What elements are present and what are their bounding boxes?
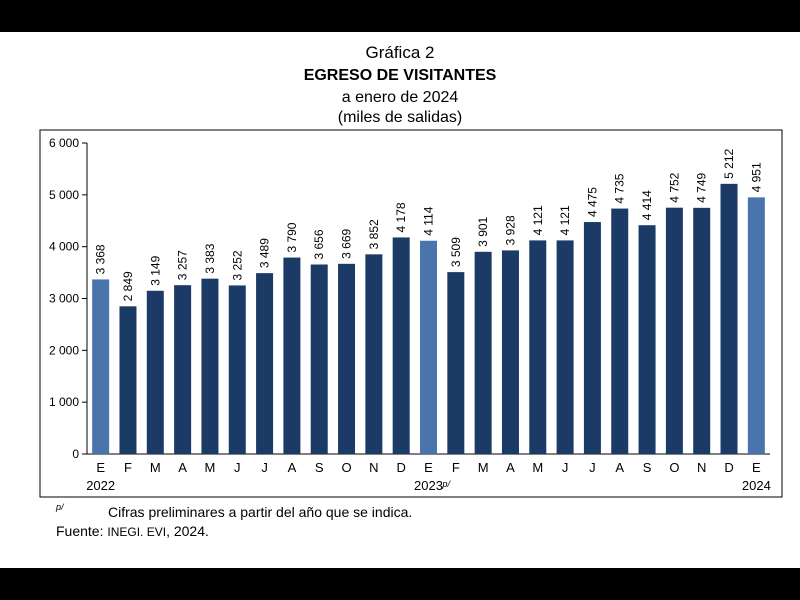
chart-title-number: Gráfica 2 — [365, 43, 435, 62]
bar — [611, 208, 629, 454]
chart-page: Gráfica 2 EGRESO DE VISITANTES a enero d… — [0, 32, 800, 568]
bar — [747, 197, 765, 454]
x-tick-label: S — [643, 460, 652, 475]
bar-value-label: 3 669 — [340, 228, 354, 258]
x-tick-label: A — [178, 460, 187, 475]
bar-value-label: 4 121 — [558, 205, 572, 235]
x-tick-label: M — [532, 460, 543, 475]
x-tick-label: F — [452, 460, 460, 475]
bar — [119, 306, 137, 454]
bar-value-label: 3 252 — [230, 250, 244, 280]
bar — [283, 257, 301, 454]
bar — [228, 285, 246, 454]
bar-value-label: 4 114 — [422, 206, 436, 235]
x-tick-label: N — [369, 460, 378, 475]
x-tick-label: F — [124, 460, 132, 475]
y-tick-label: 2 000 — [49, 343, 79, 357]
x-tick-label: A — [615, 460, 624, 475]
footnote-mark: p/ — [56, 502, 64, 512]
year-label: 2022 — [86, 478, 115, 493]
bar-value-label: 3 368 — [94, 244, 108, 274]
footnote-text: Cifras preliminares a partir del año que… — [108, 504, 413, 520]
x-tick-label: J — [234, 460, 241, 475]
bar — [420, 240, 437, 454]
x-tick-label: D — [396, 460, 405, 475]
x-tick-label: J — [562, 460, 569, 475]
x-tick-label: D — [724, 460, 733, 475]
bar-value-label: 3 509 — [449, 237, 463, 267]
y-tick-label: 3 000 — [49, 292, 79, 306]
bar-value-label: 3 383 — [203, 243, 217, 273]
bar-value-label: 3 790 — [285, 222, 299, 252]
bar-value-label: 3 489 — [258, 238, 272, 268]
bar — [583, 222, 601, 454]
x-tick-label: E — [424, 460, 433, 475]
bar-chart: 0 1 000 2 000 3 000 4 000 5 000 6 000 3 368 E 2 8… — [39, 129, 783, 498]
x-tick-label: S — [315, 460, 324, 475]
x-tick-label: E — [752, 460, 761, 475]
bar — [720, 183, 738, 454]
x-tick-label: M — [478, 460, 489, 475]
bar — [174, 285, 192, 454]
bar — [310, 264, 328, 454]
bar-value-label: 4 735 — [613, 173, 627, 203]
bar-value-label: 3 901 — [476, 216, 490, 246]
y-tick-label: 6 000 — [49, 136, 79, 150]
bar — [501, 250, 519, 454]
bar-value-label: 4 414 — [640, 190, 654, 220]
bar-value-label: 4 951 — [749, 162, 763, 192]
chart-subtitle: (miles de salidas) — [337, 109, 463, 126]
bar — [146, 290, 164, 454]
preliminary-mark: p/ — [442, 479, 452, 489]
bar-value-label: 4 475 — [585, 187, 599, 217]
bar — [474, 251, 492, 454]
x-tick-label: O — [341, 460, 351, 475]
chart-title: EGRESO DE VISITANTES — [303, 67, 497, 84]
y-tick-label: 1 000 — [49, 395, 79, 409]
bar — [201, 278, 219, 454]
x-tick-label: M — [150, 460, 161, 475]
bar-value-label: 3 656 — [312, 229, 326, 259]
bar-value-label: 5 212 — [722, 148, 736, 178]
y-tick-label: 4 000 — [49, 240, 79, 254]
x-tick-label: A — [506, 460, 515, 475]
bar-value-label: 3 928 — [503, 215, 517, 245]
source-line: Fuente: INEGI. EVI, 2024. — [56, 523, 209, 539]
x-tick-label: M — [205, 460, 216, 475]
bar-value-label: 4 178 — [394, 202, 408, 232]
bar — [92, 279, 110, 454]
x-tick-label: J — [589, 460, 596, 475]
bar-value-label: 3 149 — [148, 255, 162, 285]
y-tick-label: 5 000 — [49, 188, 79, 202]
x-tick-label: E — [96, 460, 105, 475]
x-tick-label: A — [288, 460, 297, 475]
bar-value-label: 3 852 — [367, 219, 381, 249]
bar-value-label: 2 849 — [121, 271, 135, 301]
x-tick-label: O — [669, 460, 679, 475]
bar — [392, 237, 410, 454]
bar — [447, 272, 465, 454]
bar — [665, 207, 683, 454]
bar-value-label: 3 257 — [176, 250, 190, 280]
source-year: , 2024. — [166, 523, 209, 539]
y-tick-label: 0 — [72, 447, 79, 461]
source-org: INEGI. EVI — [107, 525, 167, 539]
chart-frame — [39, 129, 783, 498]
year-label: 2024 — [742, 478, 771, 493]
bar — [338, 263, 356, 454]
bar-value-label: 4 749 — [695, 172, 709, 202]
bar — [638, 225, 656, 454]
bar — [556, 240, 574, 454]
bar-value-label: 4 752 — [667, 172, 681, 202]
bar — [529, 240, 547, 454]
x-tick-label: N — [697, 460, 706, 475]
year-label: 2023 — [414, 478, 443, 493]
chart-title-date: a enero de 2024 — [341, 89, 459, 106]
source-label: Fuente: — [56, 523, 104, 539]
bar — [365, 254, 383, 454]
bar — [256, 273, 274, 454]
bar — [693, 207, 711, 454]
x-tick-label: J — [261, 460, 268, 475]
bar-value-label: 4 121 — [531, 205, 545, 235]
